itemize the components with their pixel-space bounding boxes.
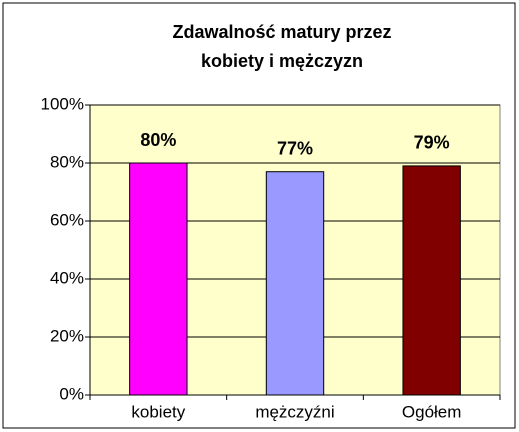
x-tick-label: Ogółem [402,402,462,421]
value-label: 80% [140,130,176,150]
x-tick-label: mężczyźni [255,402,334,421]
y-tick-label: 20% [50,326,84,345]
bar [129,162,188,396]
y-tick-label: 100% [41,94,84,113]
y-tick-label: 80% [50,152,84,171]
value-label: 77% [277,138,313,158]
x-tick-label: kobiety [131,402,185,421]
y-tick-label: 40% [50,268,84,287]
y-tick-label: 60% [50,210,84,229]
y-tick-label: 0% [59,384,84,403]
bar [265,171,325,396]
chart-title: kobiety i mężczyzn [201,51,363,71]
value-label: 79% [414,133,450,153]
chart-title: Zdawalność matury przez [172,22,391,42]
bar [402,165,461,396]
